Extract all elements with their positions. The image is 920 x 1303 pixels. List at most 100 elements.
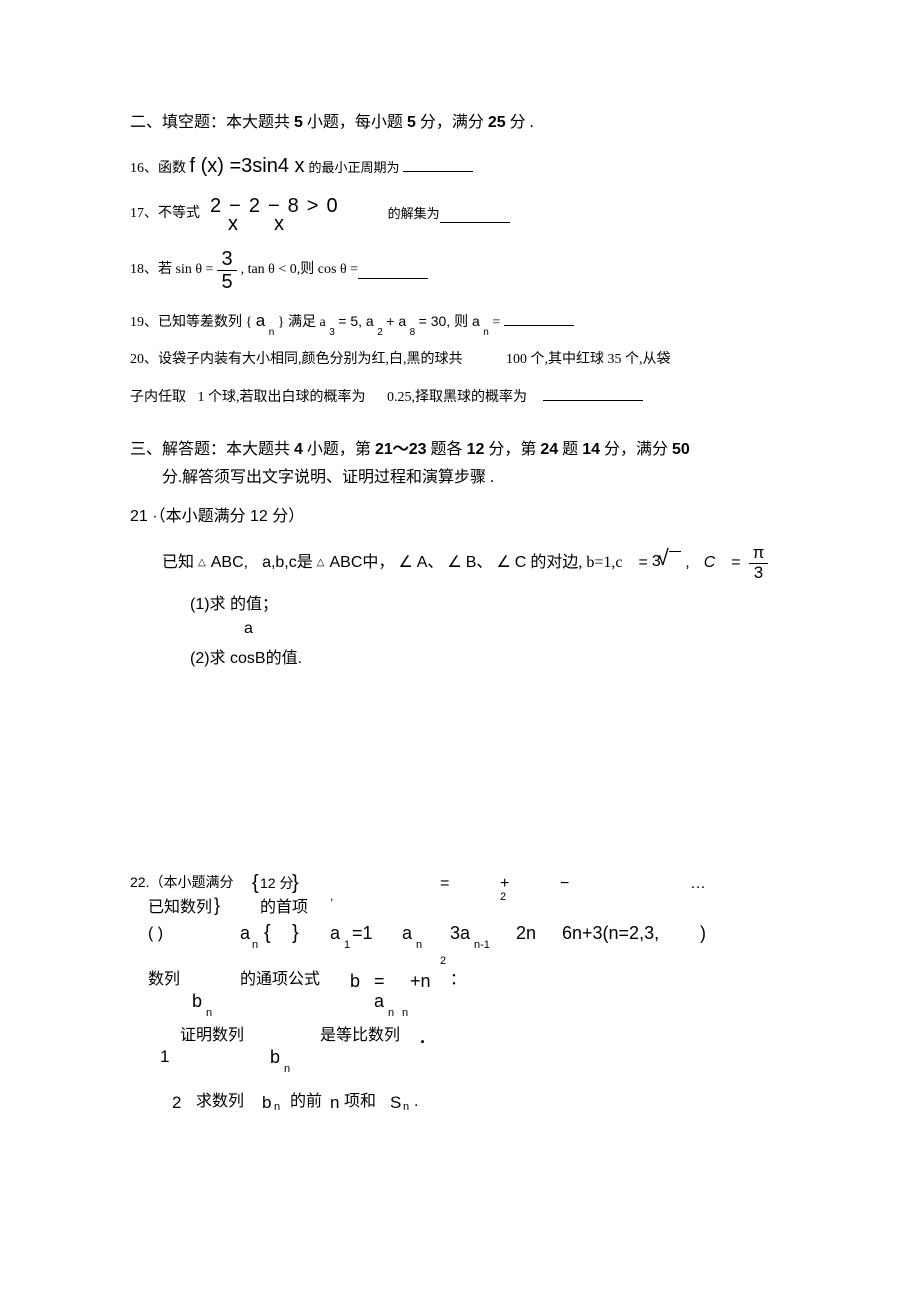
sub-n: n [269,327,275,338]
sub: 3 [329,327,335,338]
question-21-body: 已知 △ ABC, a,b,c是 △ ABC中， ∠ A、 ∠ B、 ∠ C 的… [162,544,790,582]
plusn: +n [410,967,431,996]
a-label: a [244,616,790,642]
sub-n: n [206,1005,212,1023]
text: } 满足 a [278,315,326,330]
text: 小题，每小题 [307,114,407,131]
sub: 2 [377,327,383,338]
text: , [685,550,689,576]
text: 的通项公式 [240,967,320,993]
brace-l: { [252,867,259,899]
angle-icon: ∠ [398,550,412,576]
eq1: =1 [352,919,373,948]
question-22-body: 22.（本小题满分 { 12 分 } = + − … 已知数列 } 的首项 , … [130,871,790,1131]
comma: , [330,887,333,906]
q16-prefix: 16、函数 [130,161,190,176]
blank [543,386,643,401]
text: 19、已知等差数列 { [130,315,252,330]
text: = [638,550,647,576]
text: 0.25,择取黑球的概率为 [387,390,527,405]
a: a [240,919,250,948]
text: = 30, 则 a [419,313,480,329]
text: 三、解答题：本大题共 [130,441,294,458]
question-21-part2: (2)求 cosB的值. [190,646,790,672]
blank [504,311,574,326]
text: A、 [417,550,444,576]
q16-suffix: 的最小正周期为 [309,160,403,175]
a: a [256,311,265,330]
sub-n: n [284,1061,290,1079]
sub-n: n [388,1005,394,1023]
text: a,b,c是 [262,550,313,576]
a1: a [330,919,340,948]
close-paren: ) [700,919,706,948]
q16-func: f (x) =3sin4 x [190,155,305,177]
text: 分，第 [488,441,540,458]
t: 2 [249,196,260,216]
two: 2 [500,889,506,907]
period: . [414,1089,418,1115]
question-21-head: 21 ·（本小题满分 12 分） [130,504,790,530]
b: b [350,967,360,996]
text: 题各 [431,441,467,458]
fraction-3-5: 3 5 [217,248,236,293]
text: 的前 [290,1089,322,1115]
b: b [270,1043,280,1072]
text: 分 . [510,114,534,131]
brace-r: } [292,917,299,949]
num: 21～23 [375,441,427,458]
question-22: 22.（本小题满分 { 12 分 } = + − … 已知数列 } 的首项 , … [130,871,790,1131]
text: 项和 [344,1089,376,1115]
dots: … [690,871,706,897]
n: n [330,1089,339,1116]
num: 50 [672,441,690,458]
angle-icon: ∠ [447,550,461,576]
t: 2 [210,196,221,216]
bn: b [262,1089,271,1116]
a: a [374,987,384,1016]
C-label: C [704,550,716,576]
question-16: 16、函数 f (x) =3sin4 x 的最小正周期为 [130,150,790,182]
two: 2 [172,1089,181,1116]
colon: ： [450,967,466,993]
b: b [192,987,202,1016]
q17-inequality: 2 − 2 − 8 > 0 x x [210,196,338,234]
text: 的对边, b=1,c [530,550,622,576]
num: 5 [294,114,303,131]
sub-nm1: n-1 [474,937,490,955]
sub-n: n [402,1005,408,1023]
brace-r: } [214,891,220,920]
text: 已知数列 [148,895,212,921]
text: = 5, a [338,313,373,329]
blank [358,262,428,279]
text: 小题，第 [307,441,375,458]
text: 已知 [162,550,194,576]
text: 100 个,其中红球 35 个,从袋 [506,352,671,367]
text: 二、填空题：本大题共 [130,114,294,131]
num: 5 [407,114,416,131]
brace-l: { [264,917,271,949]
question-19: 19、已知等差数列 { a n } 满足 a 3 = 5, a 2 + a 8 … [130,307,790,336]
t: 8 [288,196,299,216]
text: ABC, [211,550,248,576]
text: ABC中， [329,550,394,576]
question-21-part1: (1)求 的值； a [190,592,790,641]
text: 子内任取 [130,390,186,405]
angle-icon: ∠ [496,550,510,576]
sub-n: n [416,937,422,955]
section-3-header-l2: 分.解答须写出文字说明、证明过程和演算步骤 . [162,465,790,491]
q17-suffix: 的解集为 [388,204,440,225]
num: 12 [467,441,485,458]
t: > [307,196,319,216]
num: 4 [294,441,303,458]
text: 是等比数列 [320,1023,400,1049]
S: S [390,1089,401,1116]
text: 分，满分 [420,114,488,131]
numerator: π [749,544,769,564]
text: B、 [466,550,493,576]
one: 1 [160,1043,169,1070]
sub-1: 1 [344,937,350,955]
sqrt-3: 3 √ [652,549,681,578]
dot: . [420,1023,425,1052]
triangle-icon: △ [198,555,206,571]
